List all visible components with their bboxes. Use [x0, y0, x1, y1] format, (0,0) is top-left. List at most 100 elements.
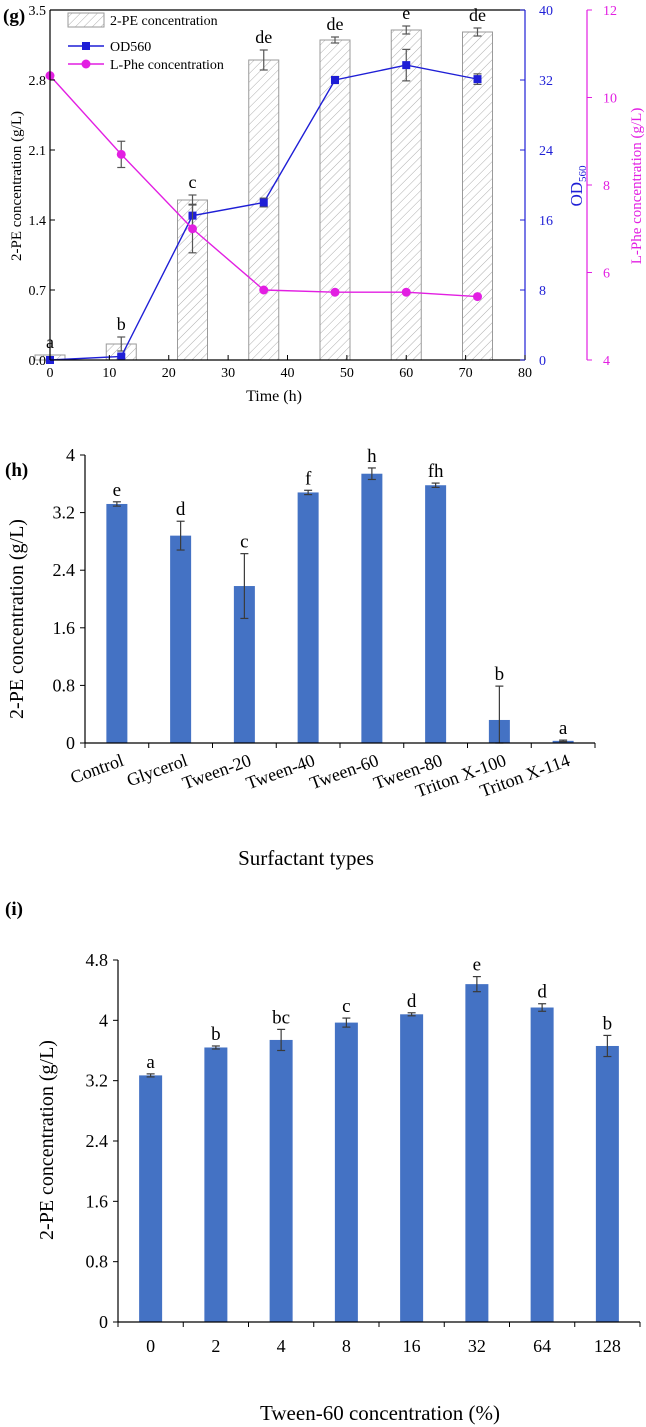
h-y-tick-label-0: 0 — [66, 733, 75, 753]
i-x-tick-label-2: 4 — [277, 1336, 286, 1356]
g-left-axis-title: 2-PE concentration (g/L) — [9, 111, 25, 261]
g-od560-point-3 — [259, 198, 268, 207]
g-bar-3 — [248, 59, 280, 361]
g-od560-point-5 — [402, 61, 411, 70]
g-x-tick-label-6: 60 — [399, 366, 413, 381]
g-lphe-point-6 — [473, 292, 482, 302]
g-bar-letter-1: b — [117, 314, 126, 334]
g-bar-letter-3: de — [255, 27, 272, 47]
i-x-tick-label-1: 2 — [211, 1336, 220, 1356]
g-x-tick-label-0: 0 — [47, 366, 54, 381]
h-bar-letter-1: d — [176, 499, 186, 520]
h-bar-letter-2: c — [240, 532, 248, 553]
h-bar-0 — [106, 503, 128, 743]
i-x-tick-label-3: 8 — [342, 1336, 351, 1356]
i-axes: 0 2 4 8 16 32 64 128 0 0.8 1.6 2.4 3.2 4 4.8 — [86, 950, 641, 1356]
g-x-tick-label-7: 70 — [459, 366, 473, 381]
g-x-axis-title: Time (h) — [246, 388, 302, 405]
panel-label-i: (i) — [5, 899, 23, 920]
i-bar-1 — [204, 1047, 228, 1322]
g-bar-4 — [319, 39, 351, 361]
i-y-tick-label-4: 3.2 — [86, 1071, 109, 1091]
g-left-tick-label-3: 2.1 — [29, 144, 47, 159]
h-x-axis-title: Surfactant types — [238, 846, 374, 870]
i-bar-3 — [334, 1022, 358, 1322]
g-legend: 2-PE concentration OD560 L-Phe concentra… — [67, 12, 224, 73]
i-bar-6 — [530, 1007, 554, 1322]
g-od-axis-title-sub: 560 — [577, 165, 589, 182]
i-y-axis-title: 2-PE concentration (g/L) — [36, 1040, 58, 1240]
h-y-axis-title: 2-PE concentration (g/L) — [6, 519, 28, 719]
g-lphe-point-2 — [188, 224, 197, 234]
h-bar-letter-5: fh — [428, 461, 444, 482]
g-lphe-tick-label-2: 8 — [603, 179, 610, 194]
i-bar-letter-0: a — [146, 1052, 155, 1073]
g-bar-2 — [177, 199, 208, 361]
i-x-tick-label-5: 32 — [468, 1336, 486, 1356]
i-x-axis-title: Tween-60 concentration (%) — [260, 1401, 500, 1425]
i-bar-letter-5: e — [473, 955, 481, 976]
g-lphe-tick-label-0: 4 — [603, 354, 610, 369]
chart-panel-i: (i) a b bc c d e d b 0 2 4 8 16 32 64 128 0 0.8 1.6 2.4 3.2… — [5, 899, 641, 1425]
legend-label-lphe: L-Phe concentration — [110, 58, 224, 73]
legend-marker-lphe — [81, 59, 91, 69]
h-y-tick-label-1: 0.8 — [53, 675, 76, 695]
h-bar-4 — [361, 473, 383, 743]
g-line-group — [45, 48, 482, 364]
g-od560-point-4 — [331, 76, 339, 84]
g-lphe-axis-title: L-Phe concentration (g/L) — [629, 108, 645, 265]
g-lphe-point-4 — [330, 287, 340, 297]
i-bar-letter-2: bc — [272, 1007, 290, 1028]
g-left-tick-label-2: 1.4 — [29, 214, 47, 229]
h-bar-2 — [233, 586, 255, 743]
i-bar-letter-4: d — [407, 991, 417, 1012]
g-od560-point-1 — [117, 352, 126, 361]
g-lphe-tick-label-1: 6 — [603, 267, 610, 282]
i-x-tick-label-7: 128 — [594, 1336, 621, 1356]
g-left-tick-label-5: 3.5 — [29, 4, 47, 19]
g-lphe-point-1 — [116, 149, 126, 159]
h-bar-1 — [170, 535, 192, 743]
i-bar-5 — [465, 984, 489, 1322]
i-y-tick-label-1: 0.8 — [86, 1252, 109, 1272]
g-bar-letter-6: de — [469, 5, 486, 25]
g-bar-group: abcdedeede — [34, 3, 493, 361]
panel-label-g: (g) — [3, 6, 25, 27]
i-y-tick-label-3: 2.4 — [86, 1131, 109, 1151]
g-od-tick-label-2: 16 — [539, 214, 553, 229]
i-bar-0 — [139, 1075, 163, 1322]
g-left-tick-label-1: 0.7 — [29, 284, 47, 299]
g-lphe-point-5 — [401, 287, 411, 297]
i-y-tick-label-6: 4.8 — [86, 950, 109, 970]
chart-panel-g: (g) abcdedeede 010203040506070800.00.71.… — [3, 3, 645, 405]
g-lphe-tick-label-4: 12 — [603, 4, 617, 19]
g-od-tick-label-3: 24 — [539, 144, 553, 159]
g-axes: 0 10 20 30 40 50 60 70 80 0.0 0.7 1.4 2.1 2.8 3.5 0 8 16 2… — [29, 4, 618, 381]
h-y-tick-label-2: 1.6 — [53, 618, 76, 638]
legend-label-2pe: 2-PE concentration — [110, 14, 218, 29]
g-od-tick-label-5: 40 — [539, 4, 553, 19]
i-x-tick-label-4: 16 — [403, 1336, 421, 1356]
i-bar-letter-7: b — [603, 1013, 613, 1034]
i-bar-2 — [269, 1039, 293, 1322]
g-od-tick-label-0: 0 — [539, 354, 546, 369]
g-left-tick-label-4: 2.8 — [29, 74, 47, 89]
i-bar-7 — [595, 1045, 619, 1322]
h-bar-5 — [425, 485, 447, 743]
g-lphe-tick-label-3: 10 — [603, 92, 617, 107]
i-y-tick-label-2: 1.6 — [86, 1191, 109, 1211]
g-bar-letter-5: e — [402, 3, 410, 23]
g-bar-letter-4: de — [327, 14, 344, 34]
h-y-tick-label-4: 3.2 — [53, 503, 76, 523]
i-x-tick-label-0: 0 — [146, 1336, 155, 1356]
h-bar-letter-3: f — [305, 468, 312, 489]
h-bar-letter-7: a — [559, 718, 568, 739]
i-bar-letter-1: b — [211, 1024, 221, 1045]
g-x-tick-label-1: 10 — [102, 366, 116, 381]
h-bar-letter-4: h — [367, 446, 377, 467]
i-bar-letter-6: d — [537, 982, 547, 1003]
i-bar-4 — [400, 1014, 424, 1322]
g-left-tick-label-0: 0.0 — [29, 354, 47, 369]
g-x-tick-label-8: 80 — [518, 366, 532, 381]
panel-label-h: (h) — [5, 460, 28, 481]
